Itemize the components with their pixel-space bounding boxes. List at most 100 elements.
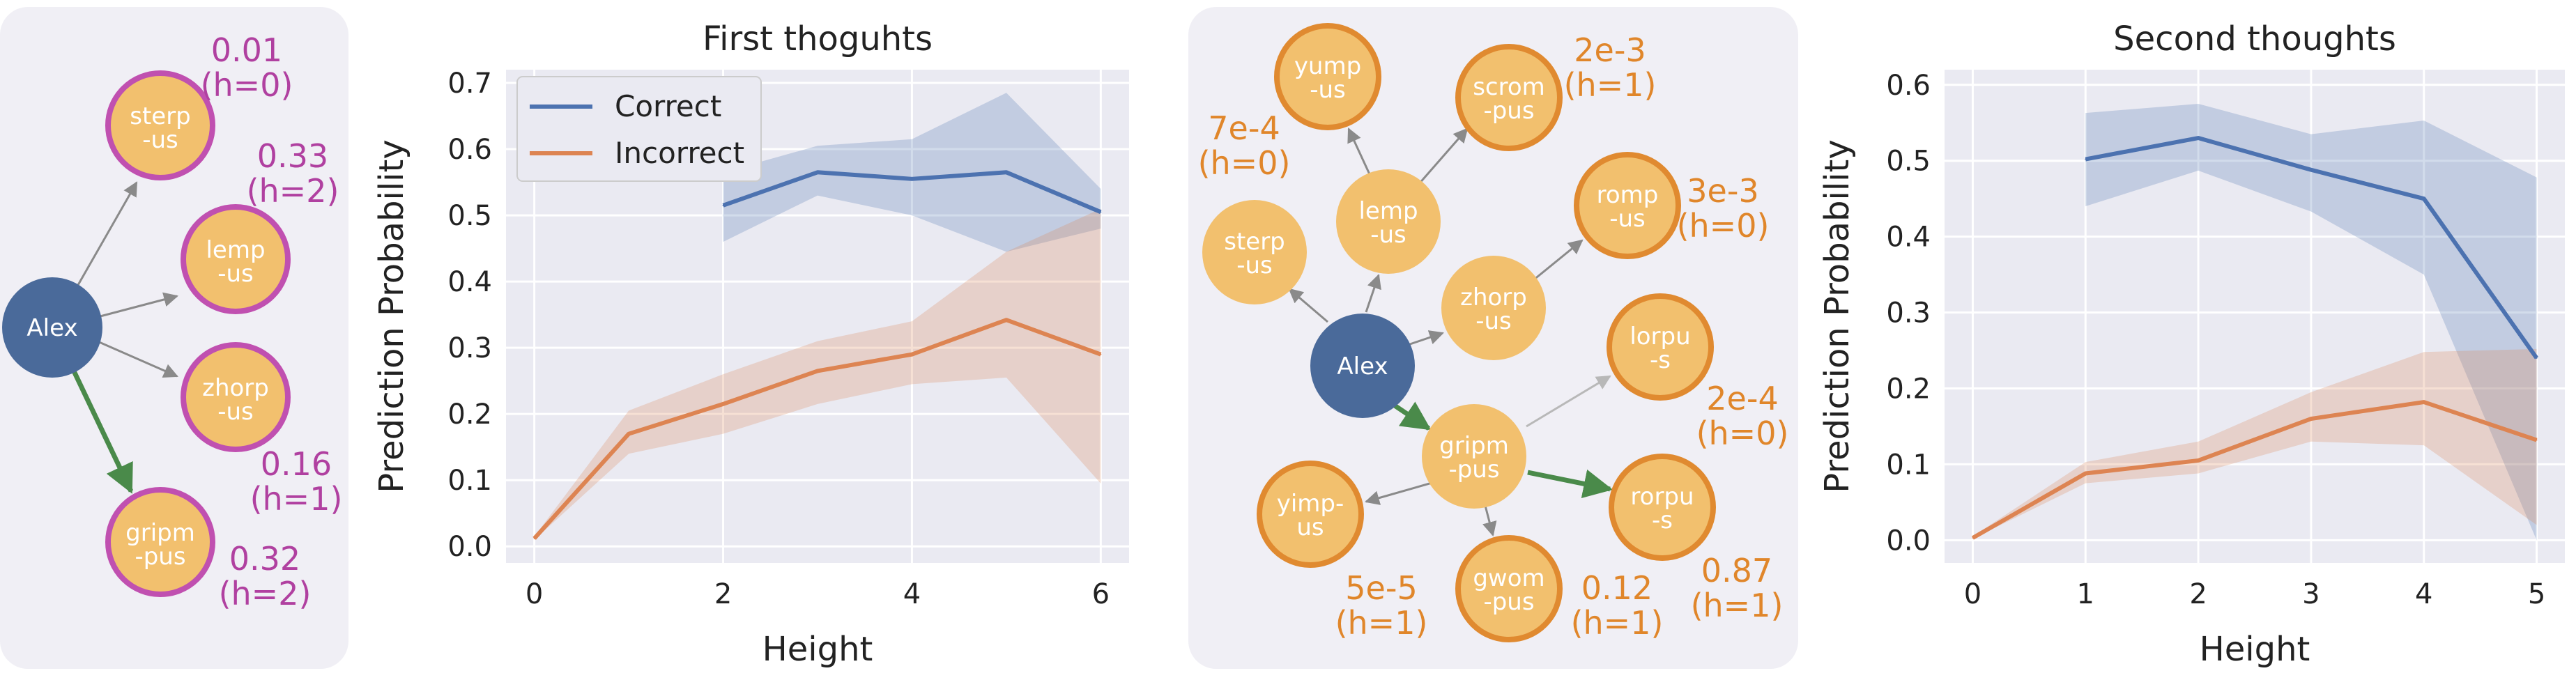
tree1-edges <box>67 181 179 494</box>
annotation-prob: 0.87 <box>1701 552 1772 589</box>
data-point-incorrect <box>2085 472 2087 474</box>
data-point-incorrect <box>628 433 630 435</box>
chart-title: Second thoughts <box>2113 20 2396 59</box>
data-point-incorrect <box>2198 459 2200 461</box>
series-line-incorrect <box>1971 400 2538 540</box>
y-tick-label: 0.0 <box>1886 525 1931 557</box>
annotation-height: (h=1) <box>250 480 343 518</box>
y-tick-label: 0.7 <box>447 68 492 100</box>
y-tick-label: 0.1 <box>447 465 492 497</box>
node-label-line1: rorpu <box>1630 483 1694 511</box>
node-label-line2: -s <box>1650 346 1671 374</box>
x-tick-label: 0 <box>1964 578 1981 610</box>
data-point-incorrect <box>1100 353 1102 355</box>
y-axis-label: Prediction Probability <box>1818 139 1857 493</box>
x-axis-label: Height <box>2200 630 2310 669</box>
y-tick-label: 0.1 <box>1886 449 1931 481</box>
x-tick-label: 4 <box>903 578 921 610</box>
tree1-root-node: Alex <box>2 277 102 378</box>
data-point-incorrect <box>2536 439 2538 441</box>
node-label-line1: yimp- <box>1277 490 1344 518</box>
y-tick-label: 0.2 <box>1886 373 1931 405</box>
y-tick-label: 0.4 <box>1886 222 1931 254</box>
tree2-edge-zhorp-romp <box>1533 239 1584 281</box>
y-tick-label: 0.0 <box>447 531 492 563</box>
data-point-correct <box>2310 169 2312 171</box>
chart-second-thoughts: 0 1 2 3 4 5 0.0 0.1 0.2 0.3 0.4 0.5 0.6 Second thoug… <box>1818 20 2565 669</box>
tree2-node-lorpu: lorpu -s <box>1607 293 1714 401</box>
y-tick-label: 0.4 <box>447 266 492 298</box>
annotation-prob: 0.01 <box>211 31 282 69</box>
tree1-edge-zhorp <box>97 340 178 378</box>
annotation-prob: 0.33 <box>257 137 328 175</box>
annotation-height: (h=0) <box>1198 144 1291 182</box>
tree2-root-label: Alex <box>1337 353 1388 380</box>
node-label-line2: -us <box>1475 307 1512 335</box>
tree1-edge-gripm <box>67 361 134 494</box>
tree2-edge-gripm-gwom <box>1482 502 1497 537</box>
node-label-line1: scrom <box>1473 73 1545 101</box>
legend: Correct Incorrect <box>516 76 762 182</box>
x-tick-label: 2 <box>714 578 732 610</box>
annotation-height: (h=0) <box>201 66 293 104</box>
data-point-incorrect <box>533 537 535 539</box>
y-tick-label: 0.5 <box>447 200 492 232</box>
data-point-correct <box>2198 137 2200 139</box>
x-axis-label: Height <box>762 630 873 669</box>
data-point-incorrect <box>1972 537 1974 539</box>
node-label-line1: sterp <box>130 102 191 130</box>
tree2-edge-alex-lemp <box>1365 274 1381 313</box>
y-tick-label: 0.6 <box>1886 70 1931 102</box>
y-tick-label: 0.2 <box>447 399 492 431</box>
data-point-correct <box>2536 357 2538 359</box>
x-tick-label: 1 <box>2077 578 2094 610</box>
tree1-panel <box>0 7 348 669</box>
confidence-band-correct <box>2085 104 2537 541</box>
node-label-line2: -us <box>217 260 254 288</box>
tree2-node-zhorp: zhorp -us <box>1441 256 1546 360</box>
tree2-node-romp: romp -us <box>1574 152 1681 259</box>
annotation-height: (h=1) <box>1335 604 1428 642</box>
tree2-edge-gripm-lorpu <box>1526 375 1611 428</box>
node-label-line1: gwom <box>1473 564 1544 592</box>
annotation-prob: 3e-3 <box>1687 172 1758 210</box>
annotation-height: (h=0) <box>1677 207 1770 245</box>
data-point-correct <box>2423 198 2425 200</box>
node-label-line1: sterp <box>1224 228 1285 256</box>
data-point-correct <box>1100 211 1102 213</box>
data-point-incorrect <box>722 403 724 405</box>
node-label-line1: zhorp <box>1460 284 1527 311</box>
tree2-node-scrom: scrom -pus <box>1455 44 1563 151</box>
node-label-line1: gripm <box>125 519 195 547</box>
y-tick-label: 0.5 <box>1886 146 1931 178</box>
confidence-band-correct <box>723 93 1101 252</box>
node-label-line2: -us <box>1370 221 1406 249</box>
chart-title: First thoguhts <box>703 20 933 59</box>
legend-label-incorrect: Incorrect <box>615 136 744 170</box>
data-point-incorrect <box>817 370 818 372</box>
annotation-height: (h=2) <box>247 172 339 210</box>
tree1-root-label: Alex <box>26 314 77 342</box>
chart-first-thoughts: 0 2 4 6 0.0 0.1 0.2 0.3 0.4 0.5 0.6 0.7 First thogu… <box>372 20 1129 669</box>
tree2-edge-lemp-scrom <box>1417 128 1469 185</box>
node-label-line1: yump <box>1294 52 1361 80</box>
data-point-correct <box>722 204 724 206</box>
tree2-edges <box>1288 128 1613 537</box>
node-label-line2: -us <box>1609 205 1646 233</box>
tree2-edge-alex-sterp <box>1288 288 1328 323</box>
annotation-prob: 7e-4 <box>1208 109 1280 147</box>
node-label-line2: -s <box>1652 507 1673 534</box>
tree2-root-node: Alex <box>1310 314 1415 418</box>
tree1-node-sterp: sterp -us <box>105 70 215 180</box>
annotation-prob: 2e-4 <box>1706 380 1778 417</box>
annotation-height: (h=1) <box>1564 66 1657 104</box>
y-axis-label: Prediction Probability <box>372 139 411 493</box>
node-label-line2: us <box>1296 513 1324 541</box>
x-tick-label: 5 <box>2528 578 2545 610</box>
node-label-line1: lemp <box>1358 197 1418 225</box>
data-point-incorrect <box>1005 319 1007 321</box>
node-label-line1: lorpu <box>1630 323 1690 350</box>
node-label-line2: -us <box>1310 76 1346 104</box>
tree2-node-yump: yump -us <box>1274 23 1381 130</box>
